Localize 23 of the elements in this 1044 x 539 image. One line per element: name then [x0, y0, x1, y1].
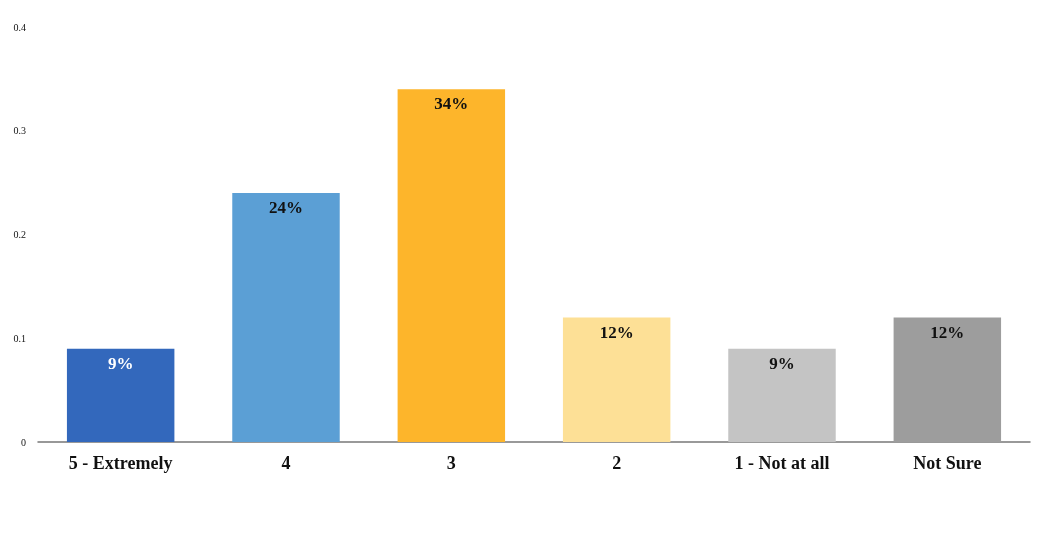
x-tick-label: 2 [612, 453, 622, 473]
bar [893, 317, 1002, 442]
x-tick-label: 4 [281, 453, 291, 473]
data-label: 34% [434, 94, 469, 114]
x-tick-label: Not Sure [913, 453, 982, 473]
data-label: 12% [930, 322, 965, 342]
x-tick-label: 5 - Extremely [68, 453, 173, 473]
data-label: 9% [107, 353, 134, 373]
y-tick-label: 0 [21, 436, 26, 448]
y-tick-label: 0.4 [13, 21, 26, 33]
bar [728, 348, 836, 442]
bar [397, 89, 506, 442]
data-label: 12% [599, 322, 634, 342]
data-label: 24% [269, 198, 303, 217]
x-tick-label: 1 - Not at all [734, 453, 830, 473]
x-tick-label: 3 [446, 453, 456, 473]
bar [562, 317, 671, 442]
y-tick-label: 0.2 [13, 229, 26, 240]
bar [66, 348, 175, 442]
y-tick-label: 0.3 [13, 125, 26, 137]
bar [232, 193, 340, 442]
y-tick-label: 0.1 [13, 332, 26, 344]
data-label: 9% [769, 353, 795, 373]
